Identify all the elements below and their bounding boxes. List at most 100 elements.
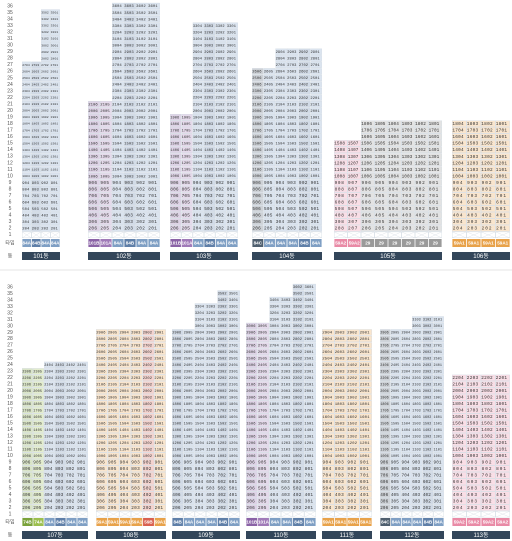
unit-cell <box>192 61 204 68</box>
unit-row: 2304 2303 2302 2301 <box>193 90 237 94</box>
building-name-box <box>452 252 510 260</box>
unit-cell <box>310 192 322 199</box>
unit-cell <box>495 153 510 160</box>
unit-row: 2206 2205 2204 2203 2202 2201 <box>252 97 320 101</box>
unit-row: 2506 2505 2504 2503 2502 2501 <box>252 77 320 81</box>
unit-row: 804 803 802 801 <box>453 467 507 472</box>
unit-row: 1004 1003 1002 1001 <box>452 174 507 179</box>
unit-row: 506 505 504 503 502 501 <box>172 487 237 492</box>
building-axis-label: 동 <box>8 253 13 259</box>
building-name: 101동 <box>33 253 49 260</box>
unit-cell <box>181 153 193 160</box>
unit-cell <box>50 29 60 36</box>
unit-cell <box>148 100 160 108</box>
unit-cell <box>388 159 402 167</box>
unit-cell <box>124 212 136 219</box>
unit-cell <box>170 114 182 121</box>
unit-cell <box>112 185 124 193</box>
unit-cell <box>22 218 32 225</box>
unit-row: 2504 2503 2502 2501 <box>22 76 58 80</box>
unit-cell <box>55 361 66 368</box>
unit-cell <box>124 74 136 82</box>
unit-cell <box>88 172 100 180</box>
unit-cell <box>298 218 311 225</box>
unit-cell <box>452 120 467 127</box>
unit-row: 3402 3401 <box>218 299 239 303</box>
unit-row: 206 205 204 203 202 201 <box>96 506 163 511</box>
type-label: 84B <box>424 520 433 525</box>
unit-cell <box>148 159 160 167</box>
unit-cell <box>181 185 193 193</box>
unit-row: 1704 1703 1702 1701 <box>22 128 58 132</box>
unit-cell <box>181 218 193 225</box>
unit-cell <box>136 48 148 55</box>
piloti-cross <box>388 231 402 239</box>
unit-cell <box>22 146 32 154</box>
unit-cell <box>401 199 415 206</box>
unit-cell <box>100 120 112 127</box>
unit-cell <box>204 74 216 82</box>
unit-row: 708 707 706 705 704 703 702 701 <box>335 194 439 199</box>
unit-cell <box>252 120 264 127</box>
unit-cell <box>287 192 299 199</box>
unit-cell <box>41 42 51 49</box>
unit-row: 2306 2305 2304 2303 2302 2301 <box>172 371 238 375</box>
unit-row: 1404 1403 1402 1401 <box>22 148 58 152</box>
floor-label: 12 <box>7 160 13 166</box>
unit-cell <box>287 114 299 121</box>
unit-cell <box>226 146 238 154</box>
unit-cell <box>136 127 148 134</box>
unit-row: 1406 1405 1404 1403 1402 1401 <box>252 149 320 153</box>
unit-cell <box>41 100 51 108</box>
unit-cell <box>263 172 276 180</box>
unit-cell <box>495 225 510 232</box>
unit-cell <box>428 159 442 167</box>
unit-cell <box>226 87 238 95</box>
unit-cell <box>401 205 415 212</box>
unit-cell <box>204 218 216 225</box>
piloti-cross <box>226 231 238 239</box>
floor-label: 24 <box>7 362 13 368</box>
unit-row: 1404 1403 1402 1401 <box>452 428 507 433</box>
type-label: 84A <box>78 520 87 525</box>
unit-cell <box>50 218 60 225</box>
unit-row: 1706 1705 1704 1703 1702 1701 <box>246 410 314 414</box>
unit-row: 2004 2003 2002 2001 <box>452 389 507 394</box>
unit-row: 1606 1605 1604 1603 1602 1601 <box>361 135 439 140</box>
unit-row: 1704 1703 1702 1701 <box>452 409 507 414</box>
unit-row: 3202 3201 <box>41 30 58 34</box>
piloti-cross <box>181 231 193 239</box>
unit-row: 2006 2005 2004 2003 2002 2001 <box>246 390 314 394</box>
unit-cell <box>124 166 136 173</box>
unit-cell <box>226 120 238 127</box>
unit-cell <box>136 81 148 88</box>
unit-cell <box>401 179 415 186</box>
type-label: 29 <box>406 241 412 246</box>
unit-cell <box>287 153 299 160</box>
unit-cell <box>136 9 148 16</box>
unit-row: 1604 1603 1602 1601 <box>452 415 507 420</box>
unit-cell <box>388 192 402 199</box>
unit-row: 2804 2803 2802 2801 <box>276 58 321 62</box>
floor-label: 23 <box>7 88 13 94</box>
unit-row: 1308 1307 1306 1305 1304 1303 1302 1301 <box>334 155 439 160</box>
unit-cell <box>361 159 375 167</box>
unit-cell <box>310 133 322 140</box>
unit-cell <box>112 2 124 10</box>
unit-cell <box>310 140 322 147</box>
floor-label: 8 <box>9 466 12 472</box>
unit-cell <box>481 172 496 180</box>
unit-cell <box>481 159 496 167</box>
unit-cell <box>415 179 429 186</box>
type-label: 84B <box>56 520 65 525</box>
unit-row: 2606 2605 2604 2603 2602 2601 <box>380 351 442 355</box>
unit-cell <box>401 127 415 134</box>
unit-row: 2504 2503 2502 2501 <box>322 358 370 362</box>
unit-row: 1606 1605 1604 1603 1602 1601 <box>170 136 236 140</box>
unit-cell <box>192 29 204 36</box>
unit-row: 906 905 904 903 902 901 <box>170 181 235 186</box>
unit-cell <box>401 218 415 225</box>
unit-cell <box>252 133 264 140</box>
unit-cell <box>252 146 264 154</box>
unit-row: 1006 1005 1004 1003 1002 1001 <box>246 455 314 459</box>
